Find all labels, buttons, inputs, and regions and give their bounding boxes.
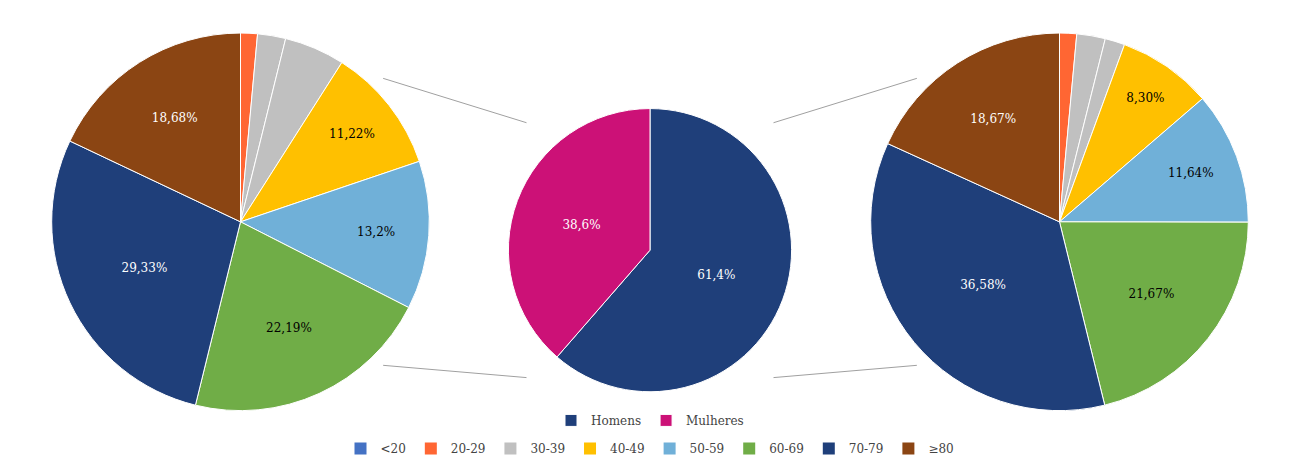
svg-text:Homens: Homens bbox=[591, 414, 641, 428]
svg-text:18,67%: 18,67% bbox=[970, 112, 1016, 126]
svg-text:11,22%: 11,22% bbox=[329, 127, 375, 141]
svg-text:13,2%: 13,2% bbox=[357, 225, 395, 239]
svg-text:30-39: 30-39 bbox=[530, 442, 565, 456]
svg-text:40-49: 40-49 bbox=[610, 442, 645, 456]
svg-text:29,33%: 29,33% bbox=[122, 261, 168, 275]
svg-text:18,68%: 18,68% bbox=[152, 111, 198, 125]
svg-text:38,6%: 38,6% bbox=[562, 218, 600, 232]
svg-text:Mulheres: Mulheres bbox=[686, 414, 744, 428]
svg-text:70-79: 70-79 bbox=[849, 442, 884, 456]
svg-text:20-29: 20-29 bbox=[451, 442, 486, 456]
svg-text:60-69: 60-69 bbox=[769, 442, 804, 456]
svg-text:<20: <20 bbox=[381, 442, 406, 456]
svg-text:11,64%: 11,64% bbox=[1168, 166, 1214, 180]
svg-text:21,67%: 21,67% bbox=[1129, 287, 1175, 301]
svg-text:61,4%: 61,4% bbox=[697, 268, 735, 282]
svg-text:8,30%: 8,30% bbox=[1126, 91, 1164, 105]
svg-text:22,19%: 22,19% bbox=[266, 321, 312, 335]
svg-text:50-59: 50-59 bbox=[690, 442, 725, 456]
svg-text:≥80: ≥80 bbox=[928, 442, 953, 456]
svg-text:36,58%: 36,58% bbox=[960, 278, 1006, 292]
